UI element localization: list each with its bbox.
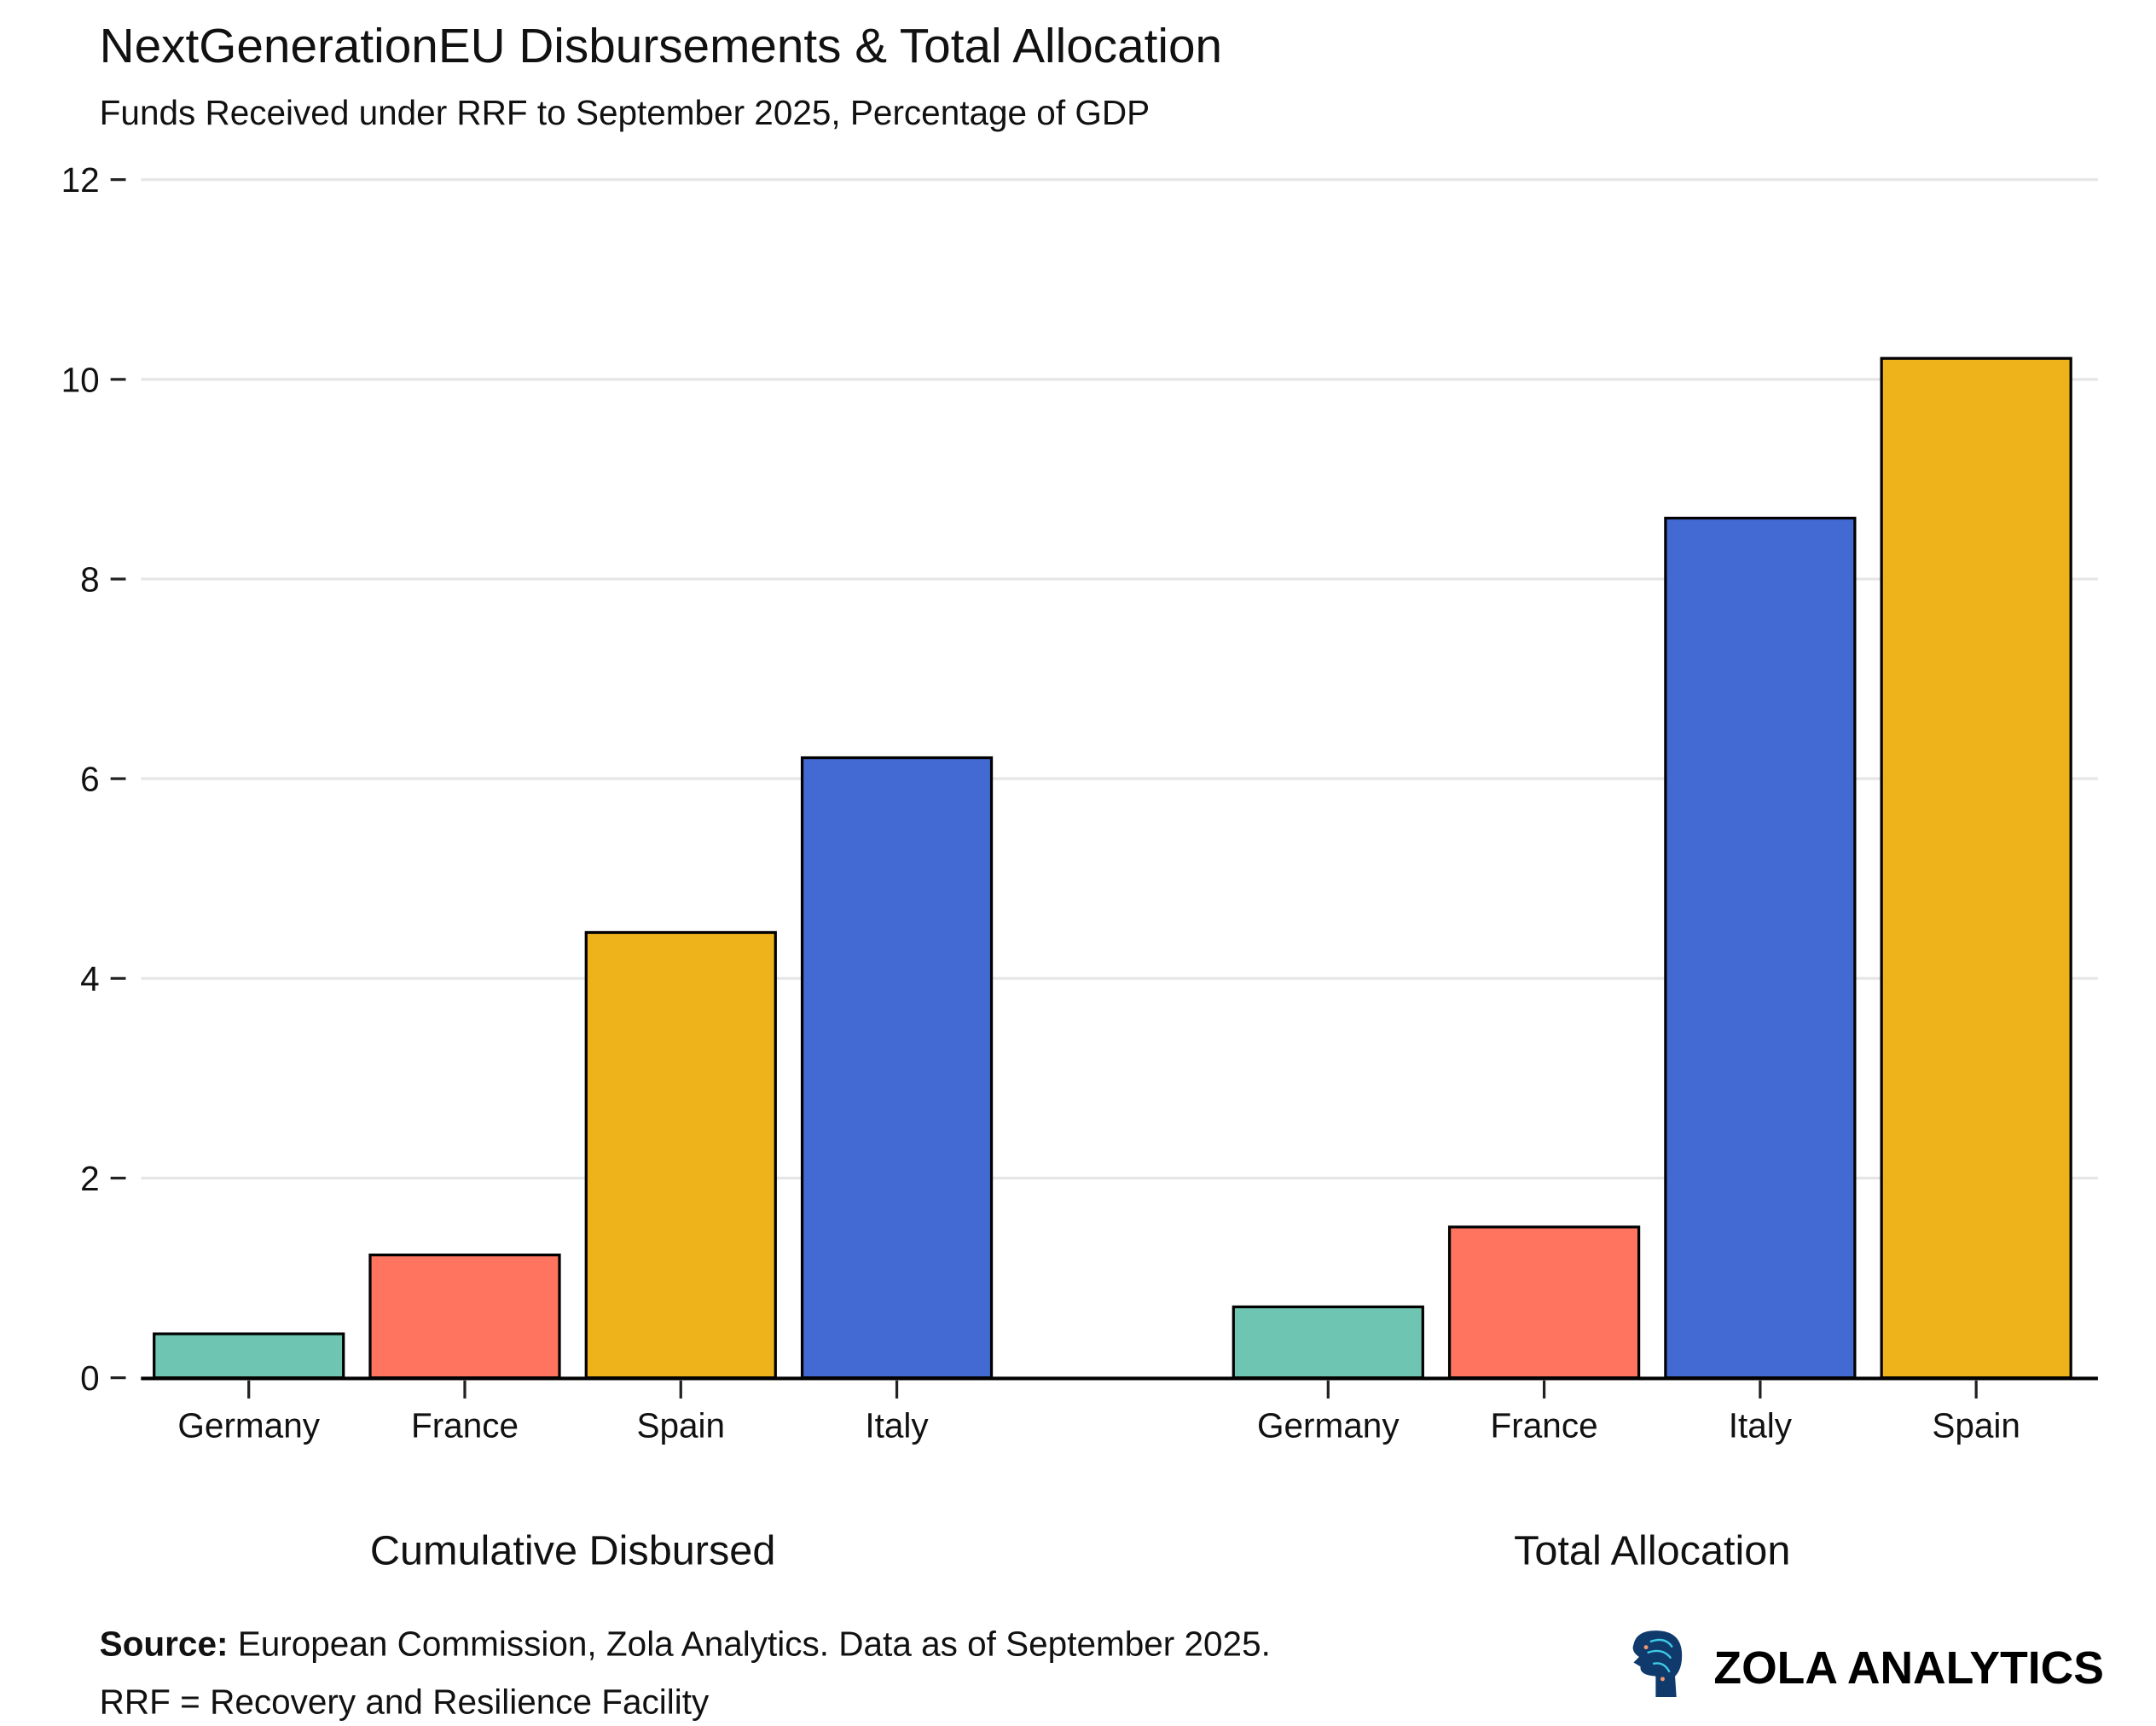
source-label: Source:	[100, 1624, 229, 1663]
logo: ZOLA ANALYTICS	[1632, 1630, 2104, 1697]
group-label: Total Allocation	[1514, 1527, 1790, 1573]
y-tick-label: 4	[80, 959, 100, 999]
x-tick-label: Spain	[636, 1405, 725, 1445]
footnote: RRF = Recovery and Resilience Facility	[100, 1682, 710, 1721]
y-tick-label: 0	[80, 1358, 100, 1398]
x-tick-label: France	[1491, 1405, 1598, 1445]
y-tick-label: 12	[61, 160, 100, 200]
source-body: European Commission, Zola Analytics. Dat…	[228, 1624, 1270, 1663]
y-tick-label: 6	[80, 760, 100, 799]
bar-spain	[584, 930, 777, 1380]
x-tick-label: Italy	[1729, 1405, 1793, 1445]
bar-spain	[1880, 356, 2072, 1380]
y-tick-label: 10	[61, 360, 100, 399]
y-tick-label: 8	[80, 560, 100, 599]
head-circuit-icon	[1632, 1630, 1683, 1697]
logo-text: ZOLA ANALYTICS	[1713, 1643, 2103, 1694]
bar-france	[1447, 1225, 1641, 1380]
bars	[153, 356, 2072, 1380]
bar-france	[368, 1254, 561, 1380]
chart-title: NextGenerationEU Disbursements & Total A…	[100, 20, 1222, 73]
x-tick-label: Italy	[865, 1405, 929, 1445]
y-axis: 0 2 4 6 8 10 12	[61, 160, 126, 1398]
bar-italy	[1664, 516, 1857, 1380]
group-label: Cumulative Disbursed	[370, 1527, 775, 1573]
x-tick-label: Spain	[1932, 1405, 2020, 1445]
bar-italy	[800, 756, 994, 1380]
bar-germany	[153, 1332, 345, 1380]
x-axis: Germany France Spain Italy Cumulative Disbur…	[177, 1380, 2020, 1573]
y-tick-label: 2	[80, 1159, 100, 1198]
chart-subtitle: Funds Received under RRF to September 20…	[100, 93, 1150, 132]
x-tick-label: Germany	[177, 1405, 320, 1445]
x-tick-label: France	[411, 1405, 519, 1445]
bar-germany	[1232, 1305, 1424, 1380]
x-tick-label: Germany	[1257, 1405, 1400, 1445]
source-text: Source: European Commission, Zola Analyt…	[100, 1624, 1271, 1663]
